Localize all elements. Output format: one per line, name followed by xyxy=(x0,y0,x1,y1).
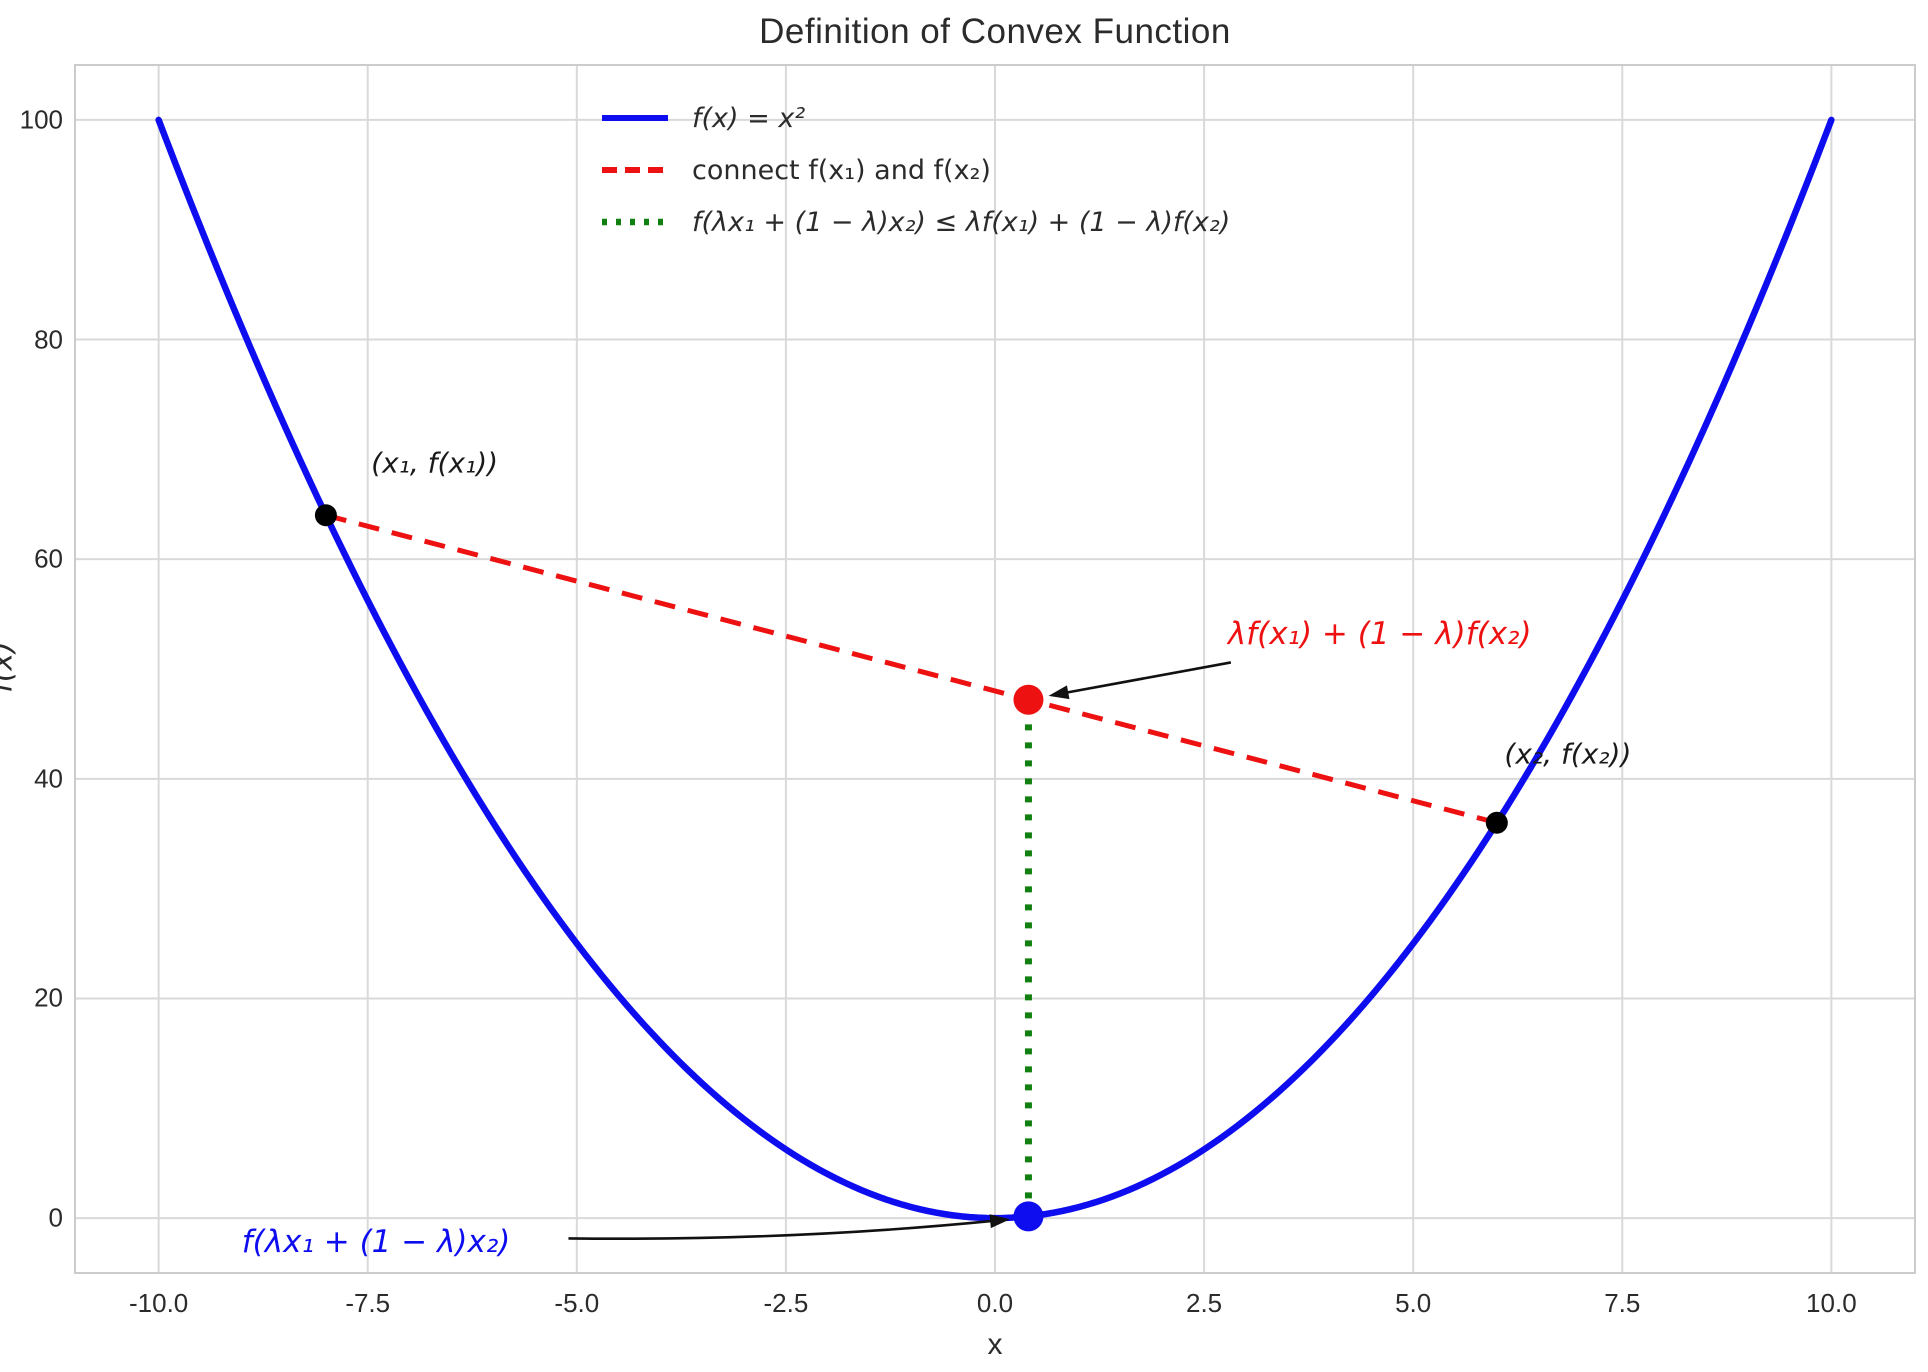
annotation-arrow-head xyxy=(1048,685,1070,700)
legend-item: f(λx₁ + (1 − λ)x₂) ≤ λf(x₁) + (1 − λ)f(x… xyxy=(600,196,1230,248)
legend: f(x) = x² connect f(x₁) and f(x₂) f(λx₁ + … xyxy=(600,92,1230,248)
legend-swatch-dashed-line-icon xyxy=(602,167,668,173)
chord-line xyxy=(325,512,1498,826)
annotation-label-x1-point: (x₁, f(x₁)) xyxy=(371,446,499,480)
legend-item: f(x) = x² xyxy=(600,92,1230,144)
y-tick-label: 60 xyxy=(34,543,63,574)
annotation-arrow-line xyxy=(1062,661,1232,695)
legend-label: f(λx₁ + (1 − λ)x₂) ≤ λf(x₁) + (1 − λ)f(x… xyxy=(692,206,1231,238)
annotation-arrow-head xyxy=(989,1214,1011,1229)
point-x2-fx2 xyxy=(1485,811,1508,834)
y-axis-label: f(x) xyxy=(0,641,20,693)
y-tick-label: 100 xyxy=(19,104,63,135)
y-tick-label: 80 xyxy=(34,324,63,355)
y-tick-label: 20 xyxy=(34,982,63,1013)
annotation-label-function-value: f(λx₁ + (1 − λ)x₂) xyxy=(241,1224,511,1261)
x-tick-label: 0.0 xyxy=(976,1288,1014,1318)
annotation-label-x2-point: (x₂, f(x₂)) xyxy=(1504,737,1632,771)
annotation-label-chord-value: λf(x₁) + (1 − λ)f(x₂) xyxy=(1227,615,1532,652)
legend-item: connect f(x₁) and f(x₂) xyxy=(600,144,1230,196)
x-tick-label: -2.5 xyxy=(763,1288,809,1318)
x-tick-label: -10.0 xyxy=(128,1288,189,1318)
x-tick-label: 10.0 xyxy=(1806,1288,1857,1318)
y-tick-label: 0 xyxy=(48,1202,63,1233)
point-chord-value xyxy=(1013,684,1044,715)
x-tick-label: 2.5 xyxy=(1186,1288,1223,1318)
chart-title: Definition of Convex Function xyxy=(759,12,1231,51)
x-tick-label: -7.5 xyxy=(345,1288,391,1318)
x-tick-label: -5.0 xyxy=(554,1288,600,1318)
legend-swatch-solid-line-icon xyxy=(602,115,668,121)
x-tick-label: 7.5 xyxy=(1604,1288,1641,1318)
y-tick-label: 40 xyxy=(34,763,63,794)
legend-label: f(x) = x² xyxy=(692,102,806,134)
annotation-arrow-line xyxy=(568,1219,997,1241)
axes-border xyxy=(74,64,1916,1274)
x-axis-label: x xyxy=(987,1328,1003,1361)
point-x1-fx1 xyxy=(314,504,337,527)
x-tick-label: 5.0 xyxy=(1395,1288,1432,1318)
point-function-value xyxy=(1013,1201,1044,1232)
legend-swatch-dotted-line-icon xyxy=(602,218,668,226)
legend-label: connect f(x₁) and f(x₂) xyxy=(692,154,991,186)
